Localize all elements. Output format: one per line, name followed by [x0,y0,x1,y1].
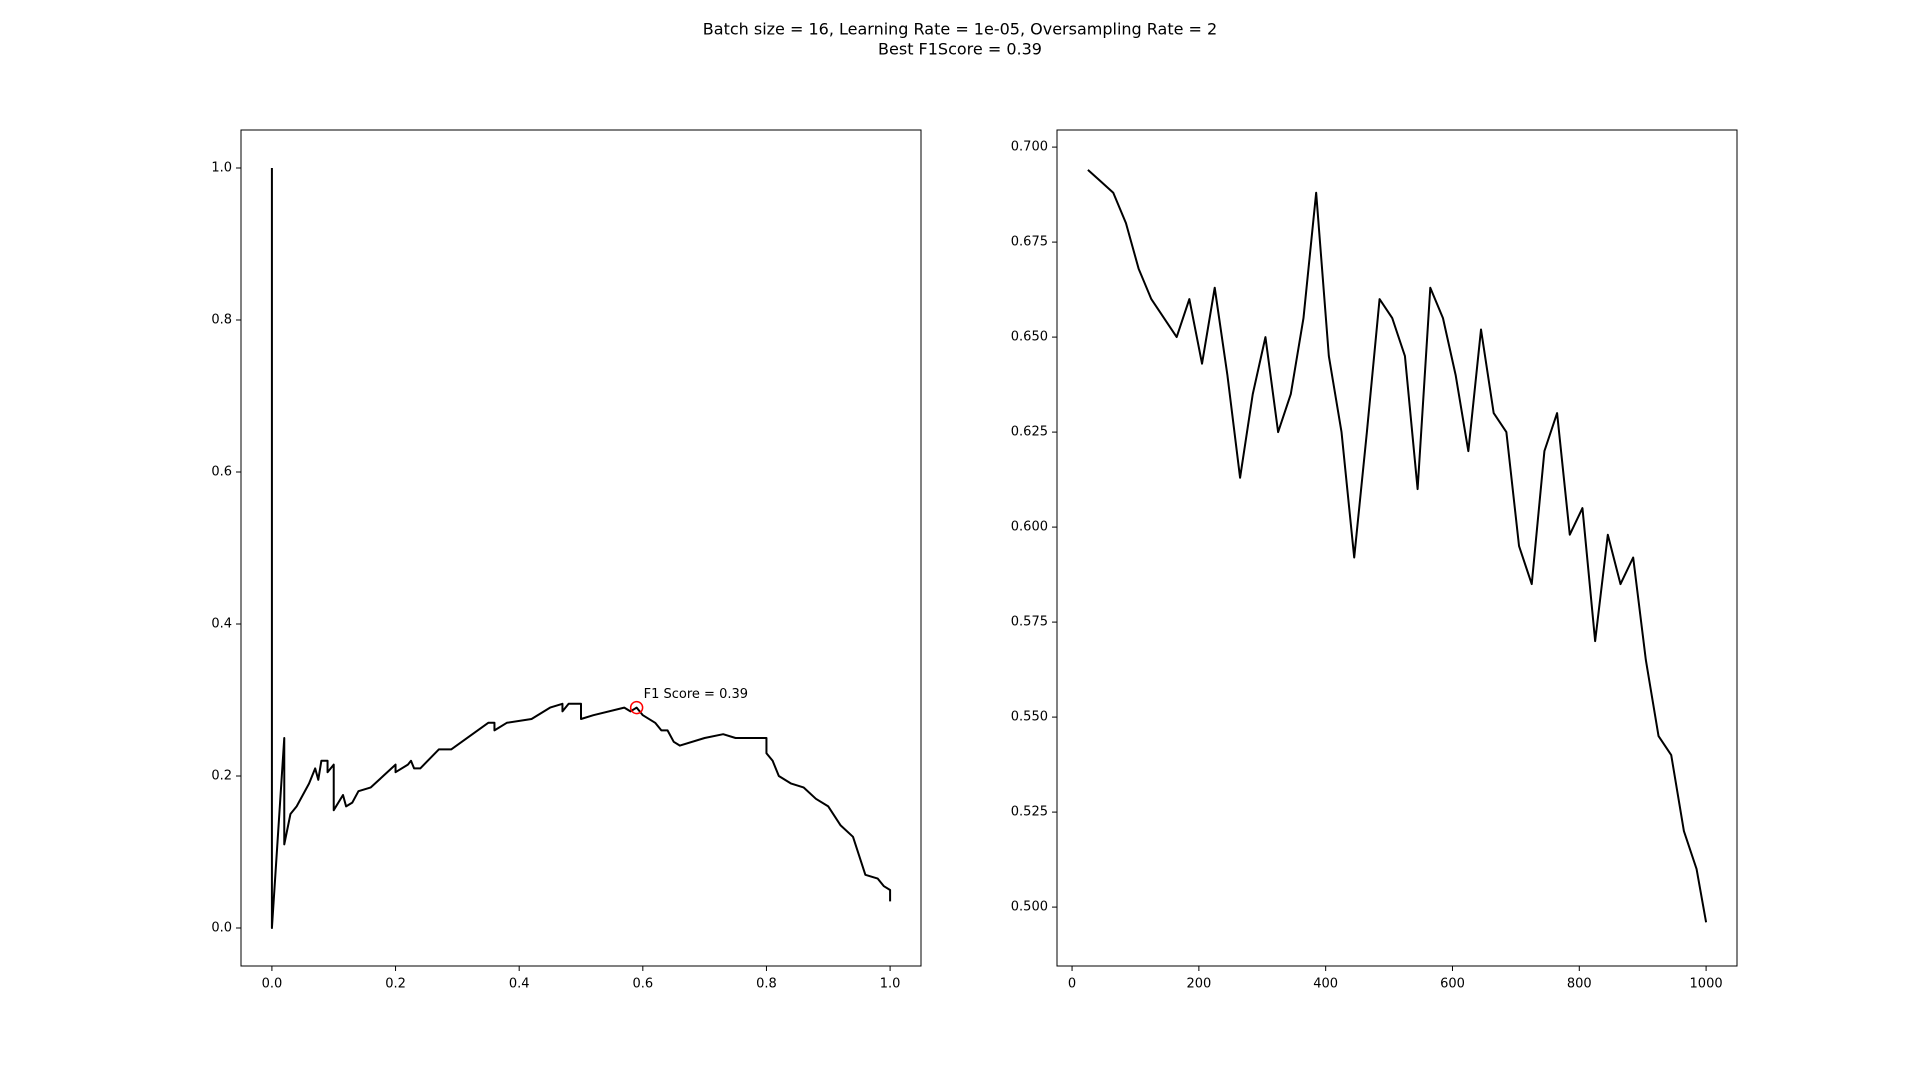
annotation-marker [629,700,644,715]
y-tick-label: 0.0 [211,921,232,936]
y-tick-label: 0.500 [1011,900,1048,915]
chart-subtitle: Best F1Score = 0.39 [878,40,1042,59]
x-tick-label: 0.0 [262,977,283,992]
y-tick-label: 0.675 [1011,235,1048,250]
y-tick-label: 0.4 [211,617,232,632]
y-tick-label: 0.700 [1011,140,1048,155]
y-tick-label: 0.525 [1011,805,1048,820]
x-tick-label: 400 [1313,977,1338,992]
x-tick-label: 1000 [1690,977,1723,992]
plot-frame [1056,129,1738,967]
y-tick-label: 1.0 [211,161,232,176]
y-tick-label: 0.550 [1011,710,1048,725]
x-tick-label: 1.0 [880,977,901,992]
x-tick-label: 600 [1440,977,1465,992]
plot-frame [240,129,922,967]
x-tick-label: 0 [1068,977,1076,992]
data-line [270,168,892,929]
y-tick-label: 0.2 [211,769,232,784]
y-tick-label: 0.625 [1011,425,1048,440]
y-tick-label: 0.600 [1011,520,1048,535]
x-tick-label: 0.6 [632,977,653,992]
y-tick-label: 0.575 [1011,615,1048,630]
annotation-text: F1 Score = 0.39 [644,687,748,702]
x-tick-label: 200 [1186,977,1211,992]
y-tick-label: 0.8 [211,313,232,328]
x-tick-label: 0.4 [509,977,530,992]
y-tick-label: 0.6 [211,465,232,480]
x-tick-label: 800 [1567,977,1592,992]
chart-title: Batch size = 16, Learning Rate = 1e-05, … [703,20,1217,39]
x-tick-label: 0.8 [756,977,777,992]
x-tick-label: 0.2 [385,977,406,992]
y-tick-label: 0.650 [1011,330,1048,345]
data-line [1087,169,1708,923]
